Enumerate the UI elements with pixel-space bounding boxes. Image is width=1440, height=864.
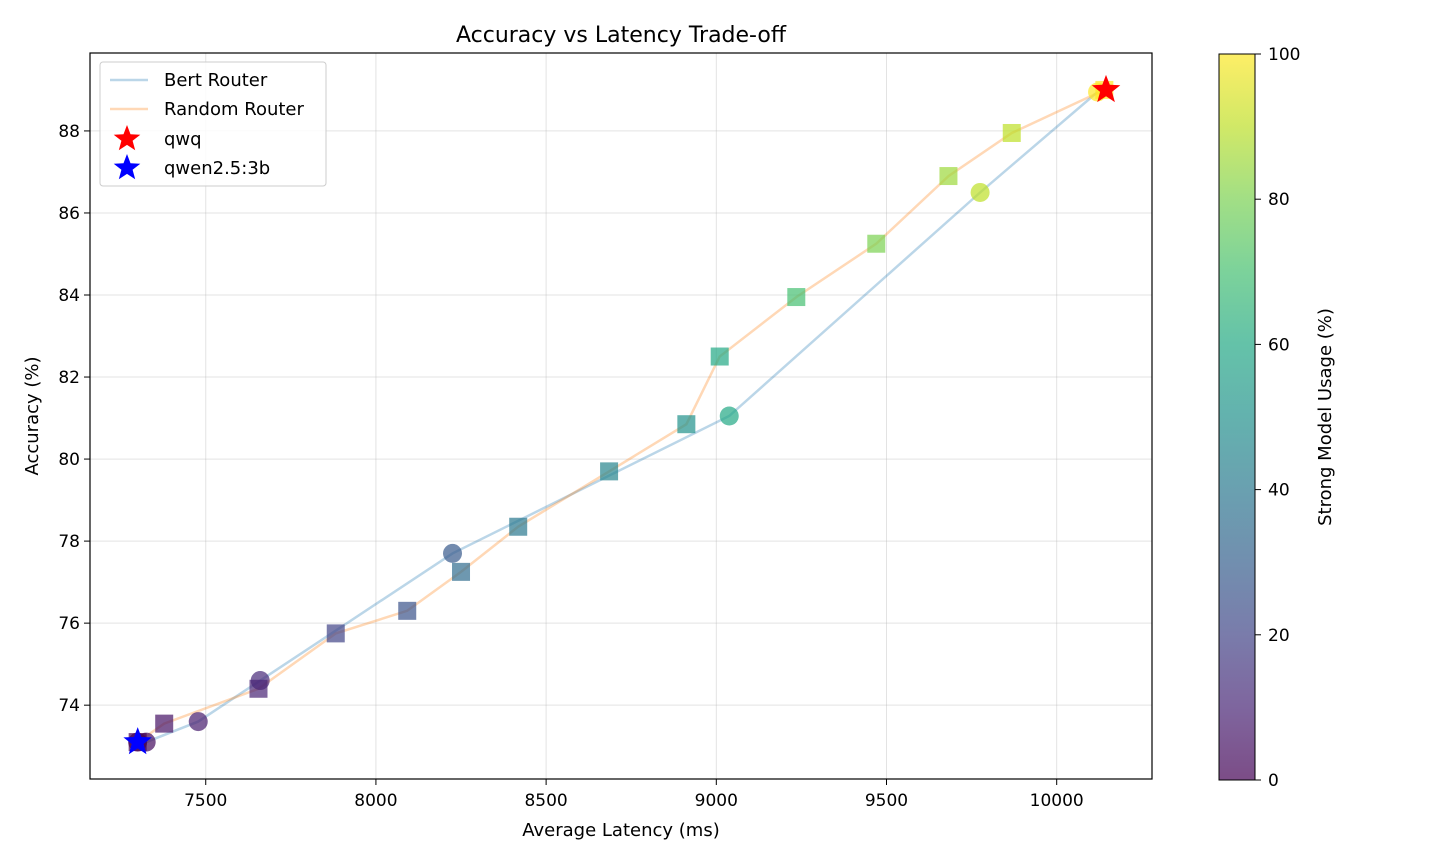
colorbar-ticks: 0 20 40 60 80 100 xyxy=(1255,45,1300,791)
plot-frame xyxy=(89,52,1153,780)
colorbar-tick-label: 20 xyxy=(1268,626,1290,646)
random-router-point xyxy=(509,517,528,536)
random-router-point xyxy=(326,624,345,643)
x-axis-label: Average Latency (ms) xyxy=(522,820,719,841)
star-marker-qwq xyxy=(1091,74,1121,103)
colorbar-gradient xyxy=(1218,53,1256,781)
legend: Bert Router Random Router qwq qwen2.5:3b xyxy=(99,61,327,187)
legend-swatch-qwen xyxy=(113,154,141,180)
y-tick-label: 84 xyxy=(58,286,80,306)
colorbar: 0 20 40 60 80 100 Strong Model Usage (%) xyxy=(1218,45,1336,791)
y-tick-label: 76 xyxy=(58,614,80,634)
legend-label-random-router: Random Router xyxy=(164,99,304,120)
y-tick-label: 88 xyxy=(58,122,80,142)
x-tick-label: 8000 xyxy=(354,791,397,811)
bert-router-point xyxy=(719,406,739,426)
random-router-point xyxy=(398,601,417,620)
y-tick-label: 78 xyxy=(58,532,80,552)
grid xyxy=(90,53,1152,779)
x-tick-label: 9500 xyxy=(865,791,908,811)
random-router-point xyxy=(939,167,958,186)
bert-router-point xyxy=(970,182,990,202)
series-line-bert-router xyxy=(137,91,1099,744)
bert-router-point xyxy=(443,543,463,563)
random-router-point xyxy=(249,679,268,698)
legend-swatch-qwq xyxy=(113,125,141,151)
x-tick-label: 7500 xyxy=(184,791,227,811)
y-tick-label: 86 xyxy=(58,204,80,224)
random-router-point xyxy=(452,562,471,581)
random-router-point xyxy=(710,347,729,366)
highlight-markers xyxy=(123,74,1121,755)
x-axis-ticks: 7500 8000 8500 9000 9500 10000 xyxy=(184,779,1084,811)
colorbar-tick-label: 60 xyxy=(1268,335,1290,355)
random-router-point xyxy=(867,234,886,253)
colorbar-tick-label: 80 xyxy=(1268,190,1290,210)
y-axis-ticks: 74 76 78 80 82 84 86 88 xyxy=(58,122,90,716)
series-lines xyxy=(136,88,1105,744)
y-tick-label: 80 xyxy=(58,450,80,470)
colorbar-label: Strong Model Usage (%) xyxy=(1315,308,1336,526)
colorbar-tick-label: 0 xyxy=(1268,771,1279,791)
series-line-random-router xyxy=(136,88,1105,744)
random-router-point xyxy=(155,714,174,733)
colorbar-tick-label: 100 xyxy=(1268,45,1300,65)
colorbar-tick-label: 40 xyxy=(1268,481,1290,501)
legend-label-bert-router: Bert Router xyxy=(164,70,268,91)
y-axis-label: Accuracy (%) xyxy=(22,356,43,475)
chart-title: Accuracy vs Latency Trade-off xyxy=(456,23,787,48)
y-tick-label: 74 xyxy=(58,696,80,716)
x-tick-label: 8500 xyxy=(524,791,567,811)
legend-label-qwq: qwq xyxy=(164,129,202,150)
random-router-point xyxy=(677,415,696,434)
random-router-point xyxy=(1002,123,1021,142)
x-tick-label: 10000 xyxy=(1030,791,1084,811)
x-tick-label: 9000 xyxy=(695,791,738,811)
random-router-point xyxy=(787,288,806,307)
legend-box xyxy=(99,61,327,187)
legend-label-qwen: qwen2.5:3b xyxy=(164,158,270,179)
bert-router-point xyxy=(188,712,208,732)
y-tick-label: 82 xyxy=(58,368,80,388)
random-router-point xyxy=(600,462,619,481)
star-marker-qwen xyxy=(123,727,152,755)
